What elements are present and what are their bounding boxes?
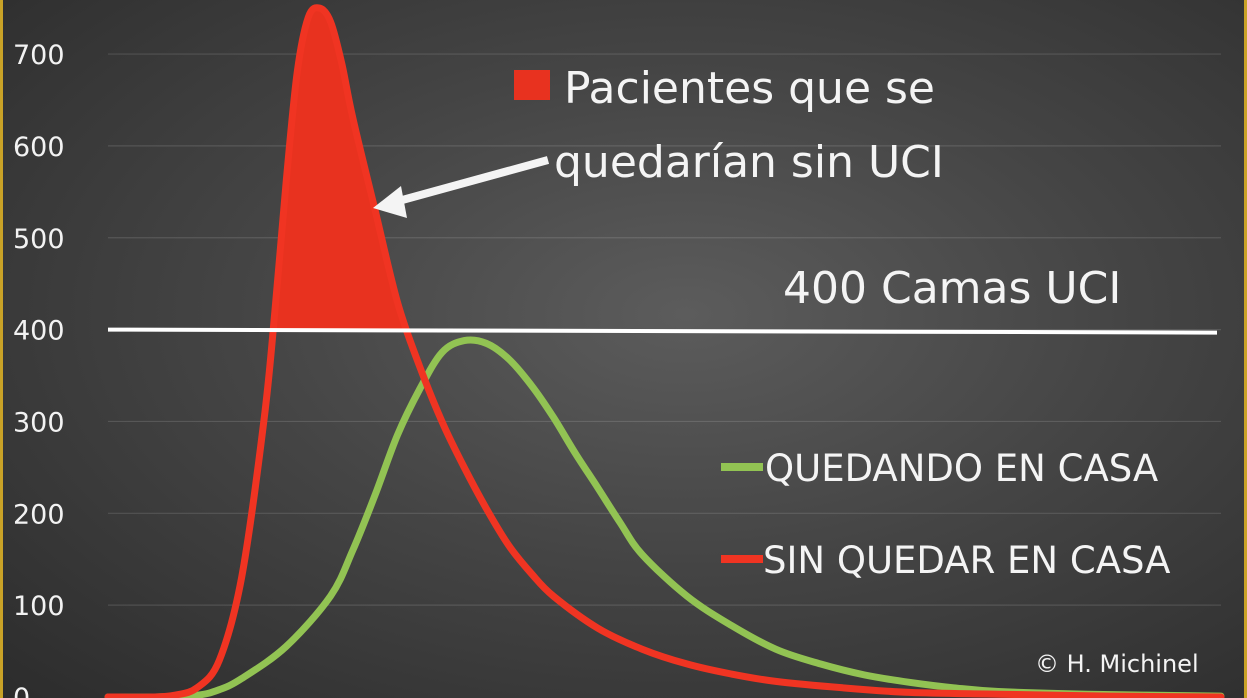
series-lines — [104, 4, 1225, 698]
overflow-annotation: Pacientes que se quedarían sin UCI — [373, 63, 944, 218]
legend-label-sin-quedar: SIN QUEDAR EN CASA — [763, 539, 1171, 582]
chart-svg: 0 100 200 300 400 500 600 700 QUEDANDO EN CASA … — [13, 4, 1225, 698]
y-tick-label: 0 — [13, 683, 30, 698]
y-tick-label: 400 — [13, 316, 65, 347]
annotation-arrow-shaft — [393, 156, 550, 206]
series-line-sin-quedar — [104, 4, 1225, 698]
y-tick-label: 100 — [13, 591, 65, 622]
y-axis: 0 100 200 300 400 500 600 700 — [13, 40, 65, 698]
y-tick-label: 200 — [13, 499, 65, 530]
threshold-line — [107, 327, 1218, 335]
overflow-area-layer — [273, 7, 407, 330]
legend-label-quedando: QUEDANDO EN CASA — [765, 447, 1158, 490]
overflow-annotation-line2: quedarían sin UCI — [554, 137, 944, 188]
credit: © H. Michinel — [1035, 650, 1199, 678]
y-tick-label: 500 — [13, 224, 65, 255]
series-line-quedando — [104, 336, 1225, 698]
y-tick-label: 600 — [13, 132, 65, 163]
overflow-area — [273, 7, 407, 330]
threshold-label: 400 Camas UCI — [783, 263, 1121, 314]
y-tick-label: 300 — [13, 407, 65, 438]
legend: QUEDANDO EN CASA SIN QUEDAR EN CASA — [721, 447, 1171, 582]
threshold-layer — [107, 327, 1218, 335]
threshold-label-group: 400 Camas UCI — [783, 263, 1121, 314]
overflow-annotation-line1: Pacientes que se — [564, 63, 935, 114]
y-tick-label: 700 — [13, 40, 65, 71]
annotation-arrow-head — [373, 186, 407, 218]
overflow-legend-swatch — [514, 70, 550, 100]
